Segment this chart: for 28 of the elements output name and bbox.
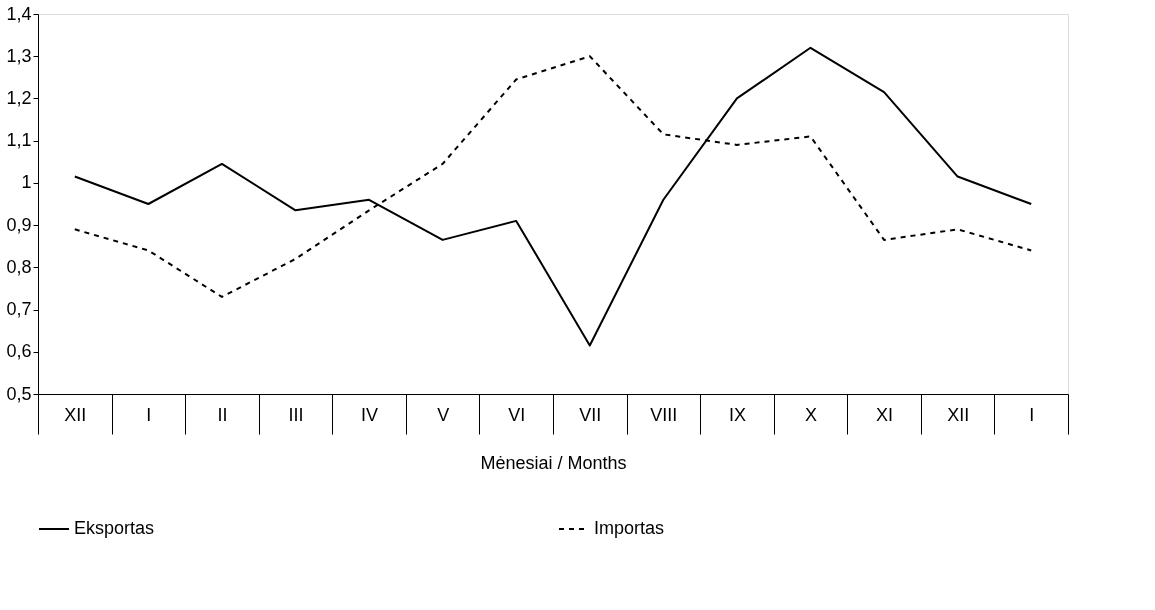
x-tick-label: IX bbox=[728, 404, 746, 425]
y-tick-label: 0,8 bbox=[6, 256, 32, 277]
x-tick-label: VII bbox=[579, 404, 602, 425]
y-tick-label: 1 bbox=[21, 172, 32, 193]
line-series bbox=[73, 46, 1033, 347]
x-tick-label: I bbox=[146, 404, 152, 425]
x-tick-label: XI bbox=[876, 404, 894, 425]
y-tick-label: 1,3 bbox=[6, 45, 32, 66]
legend-label: Eksportas bbox=[74, 518, 155, 538]
y-tick-label: 1,4 bbox=[6, 3, 32, 24]
x-tick-label: V bbox=[437, 404, 450, 425]
x-tick-label: II bbox=[217, 404, 228, 425]
y-tick-label: 1,2 bbox=[6, 87, 32, 108]
x-tick-label: X bbox=[804, 404, 818, 425]
y-tick-label: 0,7 bbox=[6, 299, 32, 320]
x-tick-label: XII bbox=[64, 404, 87, 425]
x-tick-label: I bbox=[1029, 404, 1035, 425]
x-tick-label: III bbox=[288, 404, 304, 425]
y-tick-label: 0,5 bbox=[6, 383, 32, 404]
x-tick-label: IV bbox=[361, 404, 379, 425]
x-tick-label: XII bbox=[947, 404, 970, 425]
x-axis-title: Mėnesiai / Months bbox=[480, 453, 627, 473]
y-tick-label: 0,6 bbox=[6, 341, 32, 362]
y-tick-label: 1,1 bbox=[6, 130, 32, 151]
legend-label: Importas bbox=[594, 518, 665, 538]
x-tick-label: VIII bbox=[650, 404, 678, 425]
x-tick-label: VI bbox=[508, 404, 526, 425]
y-tick-label: 0,9 bbox=[6, 214, 32, 235]
